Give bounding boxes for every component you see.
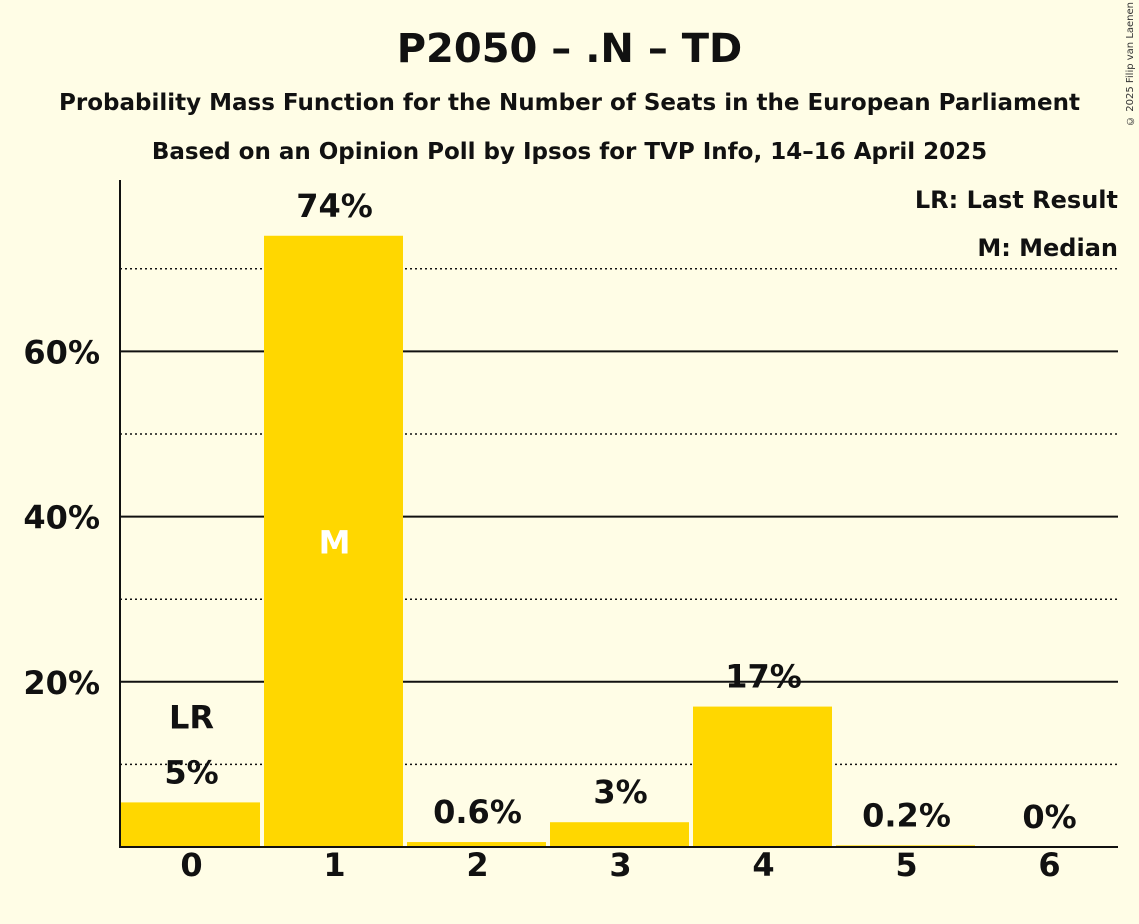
data-label: 3% bbox=[593, 773, 647, 811]
chart-title: P2050 – .N – TD bbox=[396, 26, 743, 72]
data-label: 74% bbox=[296, 187, 373, 225]
y-tick-label: 20% bbox=[23, 664, 100, 702]
chart-subtitle: Probability Mass Function for the Number… bbox=[59, 90, 1080, 116]
data-label: 17% bbox=[725, 658, 802, 696]
bar bbox=[550, 822, 689, 847]
legend-last-result: LR: Last Result bbox=[914, 186, 1118, 214]
x-tick-label: 4 bbox=[752, 846, 774, 884]
bar bbox=[121, 802, 260, 847]
bar bbox=[407, 842, 546, 847]
median-marker: M bbox=[319, 523, 351, 561]
x-tick-label: 5 bbox=[895, 846, 917, 884]
x-tick-label: 3 bbox=[609, 846, 631, 884]
last-result-marker: LR bbox=[169, 698, 214, 736]
y-tick-label: 40% bbox=[23, 499, 100, 537]
bar bbox=[264, 235, 403, 847]
x-tick-label: 0 bbox=[180, 846, 202, 884]
y-tick-label: 60% bbox=[23, 333, 100, 371]
data-label: 0.2% bbox=[862, 796, 951, 834]
x-tick-label: 6 bbox=[1038, 846, 1060, 884]
data-label: 5% bbox=[164, 753, 218, 791]
data-label: 0.6% bbox=[433, 793, 522, 831]
x-tick-label: 1 bbox=[323, 846, 345, 884]
x-tick-label: 2 bbox=[466, 846, 488, 884]
data-label: 0% bbox=[1022, 798, 1076, 836]
bar bbox=[693, 706, 832, 847]
legend-median: M: Median bbox=[977, 234, 1118, 262]
chart-source-subtitle: Based on an Opinion Poll by Ipsos for TV… bbox=[151, 139, 988, 165]
